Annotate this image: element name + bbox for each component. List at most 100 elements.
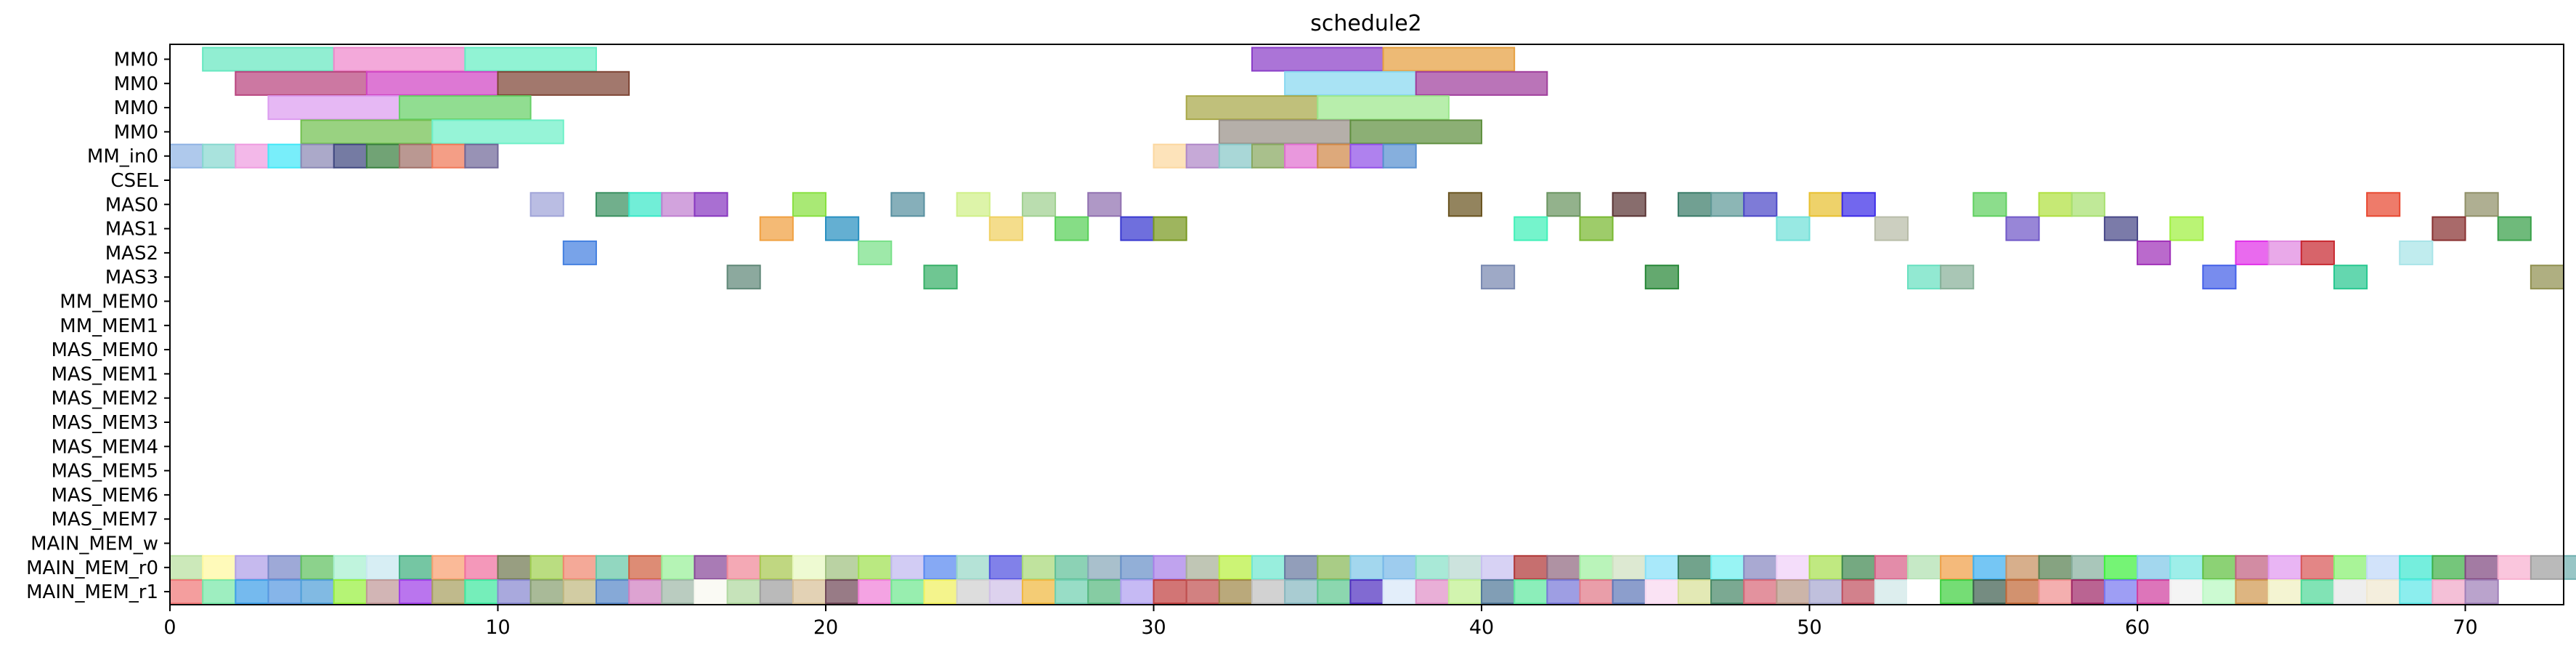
main-mem-r1-bar [1677,579,1712,605]
task-bar [562,240,597,265]
main-mem-r1-bar [2333,579,2368,605]
main-mem-r1-bar [628,579,663,605]
main-mem-r0-bar [2366,555,2401,580]
task-bar [300,143,335,169]
task-bar [2137,240,2171,265]
main-mem-r0-bar [890,555,925,580]
task-bar [1972,192,2007,217]
main-mem-r1-bar [2399,579,2434,605]
task-bar [2300,240,2335,265]
main-mem-r1-bar [1841,579,1876,605]
task-bar [2366,192,2401,217]
main-mem-r0-bar [2431,555,2466,580]
main-mem-r1-bar [1382,579,1417,605]
main-mem-r1-bar [2169,579,2204,605]
task-bar [365,70,499,96]
task-bar [1940,265,1975,290]
main-mem-r0-bar [1185,555,1220,580]
task-bar [399,95,532,121]
main-mem-r1-bar [1055,579,1089,605]
main-mem-r0-bar [2005,555,2040,580]
main-mem-r1-bar [169,579,204,605]
main-mem-r0-bar [1447,555,1483,580]
task-bar [2202,265,2237,290]
main-mem-r1-bar [2038,579,2073,605]
main-mem-r0-bar [792,555,827,580]
main-mem-r1-bar [1087,579,1122,605]
main-mem-r0-bar [2071,555,2105,580]
main-mem-r0-bar [1284,555,1319,580]
main-mem-r0-bar [1808,555,1843,580]
task-bar [2103,216,2139,241]
main-mem-r1-bar [1153,579,1187,605]
main-mem-r1-bar [1906,579,1942,605]
task-bar [2530,265,2565,290]
task-bar [956,192,991,217]
task-bar [694,192,728,217]
main-mem-r1-bar [595,579,630,605]
y-tick-label: CSEL [110,170,158,192]
task-bar [2169,216,2204,241]
main-mem-r0-bar [988,555,1023,580]
task-bar [1415,70,1548,96]
task-bar [1284,70,1417,96]
main-mem-r1-bar [1612,579,1646,605]
y-tick-label: MAS_MEM1 [51,363,158,385]
y-tick-label: MM0 [114,97,158,119]
task-bar [1021,192,1057,217]
task-bar [1317,95,1450,121]
main-mem-r0-bar [2563,555,2576,580]
y-tick-label: MAS_MEM3 [51,412,158,434]
x-axis: 0 10 20 30 40 50 60 70 [163,605,2478,639]
task-bar [1218,143,1253,169]
task-bar [1153,143,1187,169]
task-bar [1776,216,1811,241]
task-bar [1251,47,1384,72]
main-mem-r1-bar [923,579,958,605]
main-mem-r1-bar [431,579,466,605]
task-bar [1808,192,1843,217]
task-bar [235,70,367,96]
task-bar [2431,216,2466,241]
task-bar [267,143,302,169]
main-mem-r1-bar [1447,579,1483,605]
x-tick-label: 0 [163,616,176,639]
task-bar [1349,119,1483,145]
task-bar [1906,265,1942,290]
task-bar [1284,143,1319,169]
main-mem-r1-bar [2071,579,2105,605]
x-tick-label: 20 [813,616,838,639]
main-mem-r0-bar [497,555,532,580]
main-mem-r1-bar [1644,579,1679,605]
task-bar [1677,192,1712,217]
main-mem-r0-bar [2530,555,2565,580]
main-mem-r1-bar [365,579,401,605]
task-bar [333,143,367,169]
main-mem-r1-bar [2103,579,2139,605]
main-mem-r1-bar [1317,579,1352,605]
main-mem-r0-bar [1579,555,1614,580]
task-bar [333,47,466,72]
main-mem-r1-bar [2202,579,2237,605]
main-mem-r1-bar [1513,579,1548,605]
task-bar [399,143,434,169]
y-tick-label: MAS2 [105,243,158,265]
main-mem-r1-bar [890,579,925,605]
task-bar [628,192,663,217]
main-mem-r0-bar [1251,555,1286,580]
x-tick-label: 10 [485,616,510,639]
main-mem-r1-bar [399,579,434,605]
main-mem-r1-bar [1120,579,1155,605]
y-axis-labels: MM0MM0MM0MM0MM_in0CSELMAS0MAS1MAS2MAS3MM… [26,49,170,603]
main-mem-r1-bar [202,579,237,605]
main-mem-r0-bar [1841,555,1876,580]
main-mem-r1-bar [1415,579,1450,605]
main-mem-r0-bar [628,555,663,580]
task-bar [1447,192,1483,217]
main-mem-r0-bar [956,555,991,580]
main-mem-r1-bar [825,579,860,605]
main-mem-r1-bar [988,579,1023,605]
main-mem-r0-bar [726,555,761,580]
main-mem-r1-bar [1185,579,1220,605]
